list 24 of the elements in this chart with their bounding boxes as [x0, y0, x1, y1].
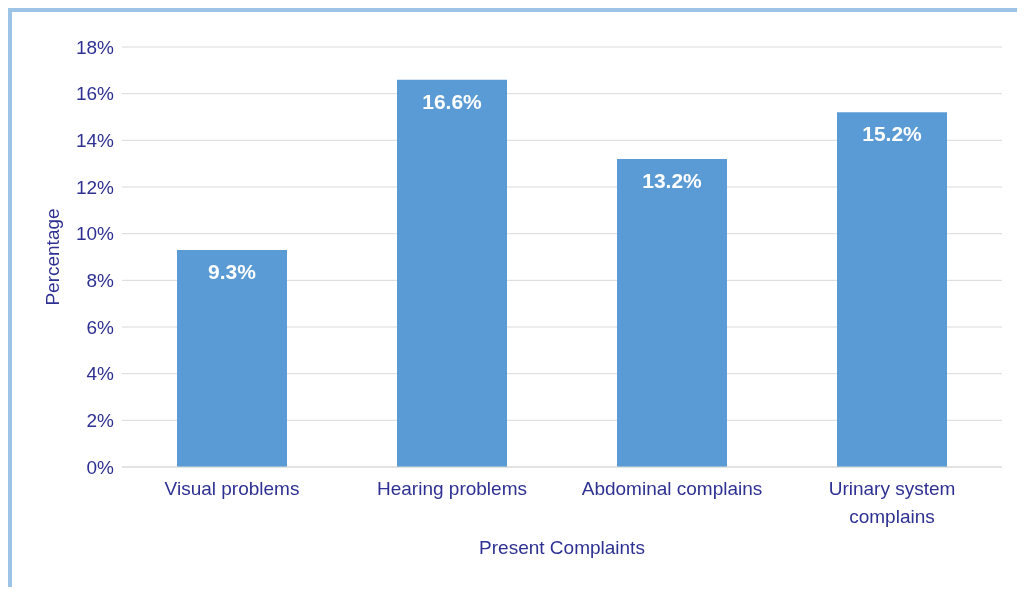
data-label: 13.2%: [642, 168, 703, 192]
bar: [617, 159, 727, 467]
y-tick-label: 8%: [86, 270, 115, 292]
x-tick-label: Abdominal complains: [581, 478, 763, 499]
y-tick-label: 4%: [86, 363, 115, 385]
data-label: 15.2%: [862, 122, 923, 146]
data-label: 9.3%: [208, 259, 257, 283]
y-tick-label: 0%: [86, 456, 115, 478]
x-tick-label: Urinary system complains: [828, 478, 956, 527]
x-tick-label: Hearing problems: [377, 478, 527, 499]
y-tick-label: 2%: [86, 410, 115, 432]
y-tick-label: 14%: [75, 130, 115, 152]
data-label: 16.6%: [422, 89, 483, 113]
x-tick-label: Visual problems: [164, 478, 300, 499]
y-tick-label: 12%: [75, 176, 115, 198]
bar: [177, 250, 287, 467]
bar: [837, 112, 947, 467]
y-tick-label: 18%: [75, 36, 115, 58]
y-tick-label: 10%: [75, 223, 115, 245]
y-tick-label: 6%: [86, 316, 115, 338]
y-tick-label: 16%: [75, 83, 115, 105]
x-axis-title: Present Complaints: [479, 537, 645, 558]
bar: [397, 79, 507, 467]
y-axis-title: Percentage: [41, 208, 63, 306]
